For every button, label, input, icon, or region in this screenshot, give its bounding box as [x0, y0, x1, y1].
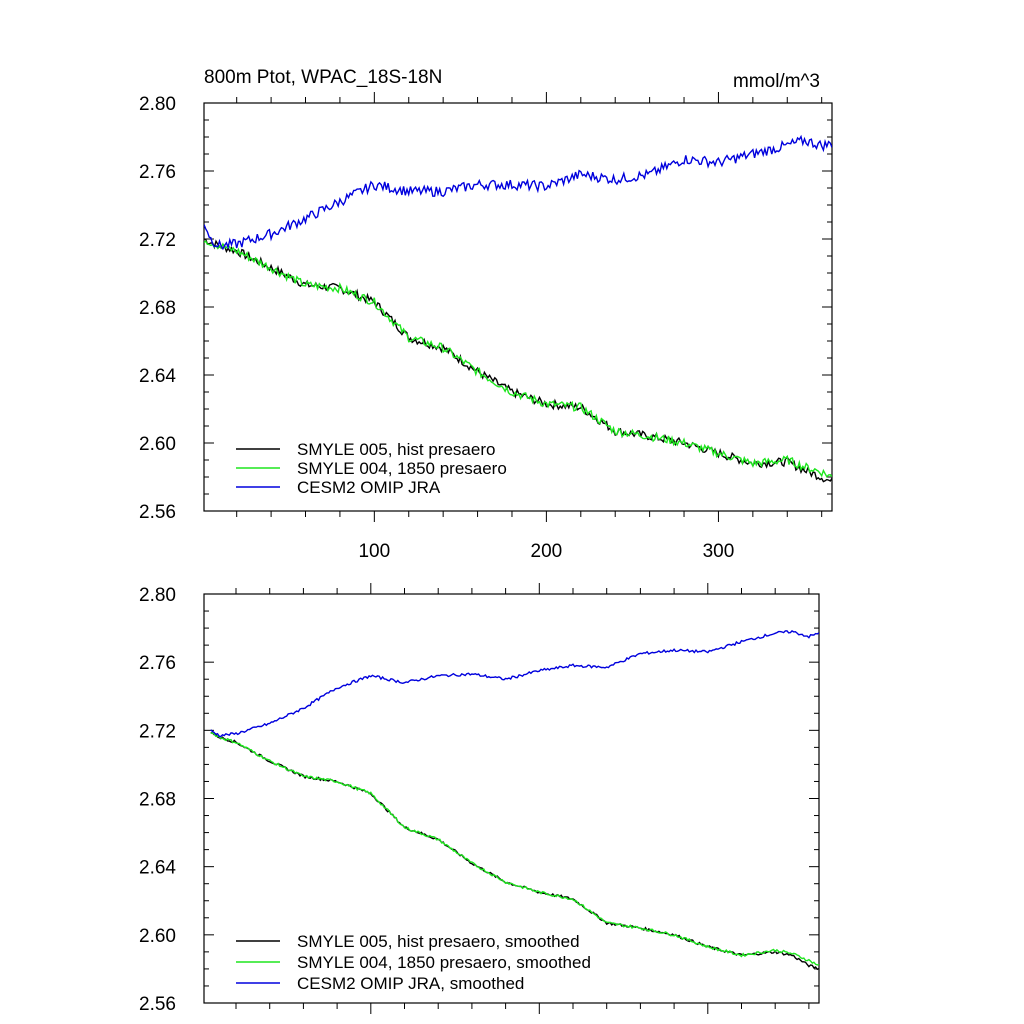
legend-label: SMYLE 004, 1850 presaero [297, 459, 507, 478]
plot-title: 800m Ptot, WPAC_18S-18N [204, 67, 442, 88]
y-tick-label: 2.56 [139, 502, 176, 523]
bottom-panel: 2.56 2.60 2.64 2.68 2.72 2.76 2.80 SMYLE 005, h… [139, 583, 820, 1015]
x-tick-label: 100 [358, 541, 390, 562]
y-tick-label: 2.60 [139, 434, 176, 455]
y-tick-label: 2.68 [139, 790, 176, 811]
units-label: mmol/m^3 [733, 71, 820, 92]
legend-label: SMYLE 005, hist presaero [297, 440, 495, 459]
legend-label: CESM2 OMIP JRA, smoothed [297, 974, 524, 993]
y-tick-label: 2.76 [139, 653, 176, 674]
y-tick-label: 2.68 [139, 298, 176, 319]
x-tick-label: 200 [531, 541, 563, 562]
y-tick-label: 2.72 [139, 230, 176, 251]
y-tick-label: 2.76 [139, 162, 176, 183]
series-line-3 [204, 134, 832, 251]
legend-label: SMYLE 004, 1850 presaero, smoothed [297, 953, 591, 972]
legend-label: CESM2 OMIP JRA [297, 478, 441, 497]
y-tick-label: 2.64 [139, 366, 176, 387]
top-panel: 2.56 2.60 2.64 2.68 2.72 2.76 2.80 100 200 300 SMY… [139, 92, 833, 562]
y-tick-label: 2.80 [139, 94, 176, 115]
series-line-2 [210, 732, 819, 966]
y-tick-label: 2.80 [139, 585, 176, 606]
y-tick-label: 2.56 [139, 994, 176, 1015]
y-tick-label: 2.64 [139, 858, 176, 879]
legend-label: SMYLE 005, hist presaero, smoothed [297, 932, 580, 951]
y-tick-label: 2.72 [139, 721, 176, 742]
y-tick-label: 2.60 [139, 926, 176, 947]
series-line-1 [204, 238, 832, 483]
x-tick-label: 300 [703, 541, 735, 562]
series-line-3 [210, 630, 819, 738]
series-line-2 [204, 240, 832, 478]
